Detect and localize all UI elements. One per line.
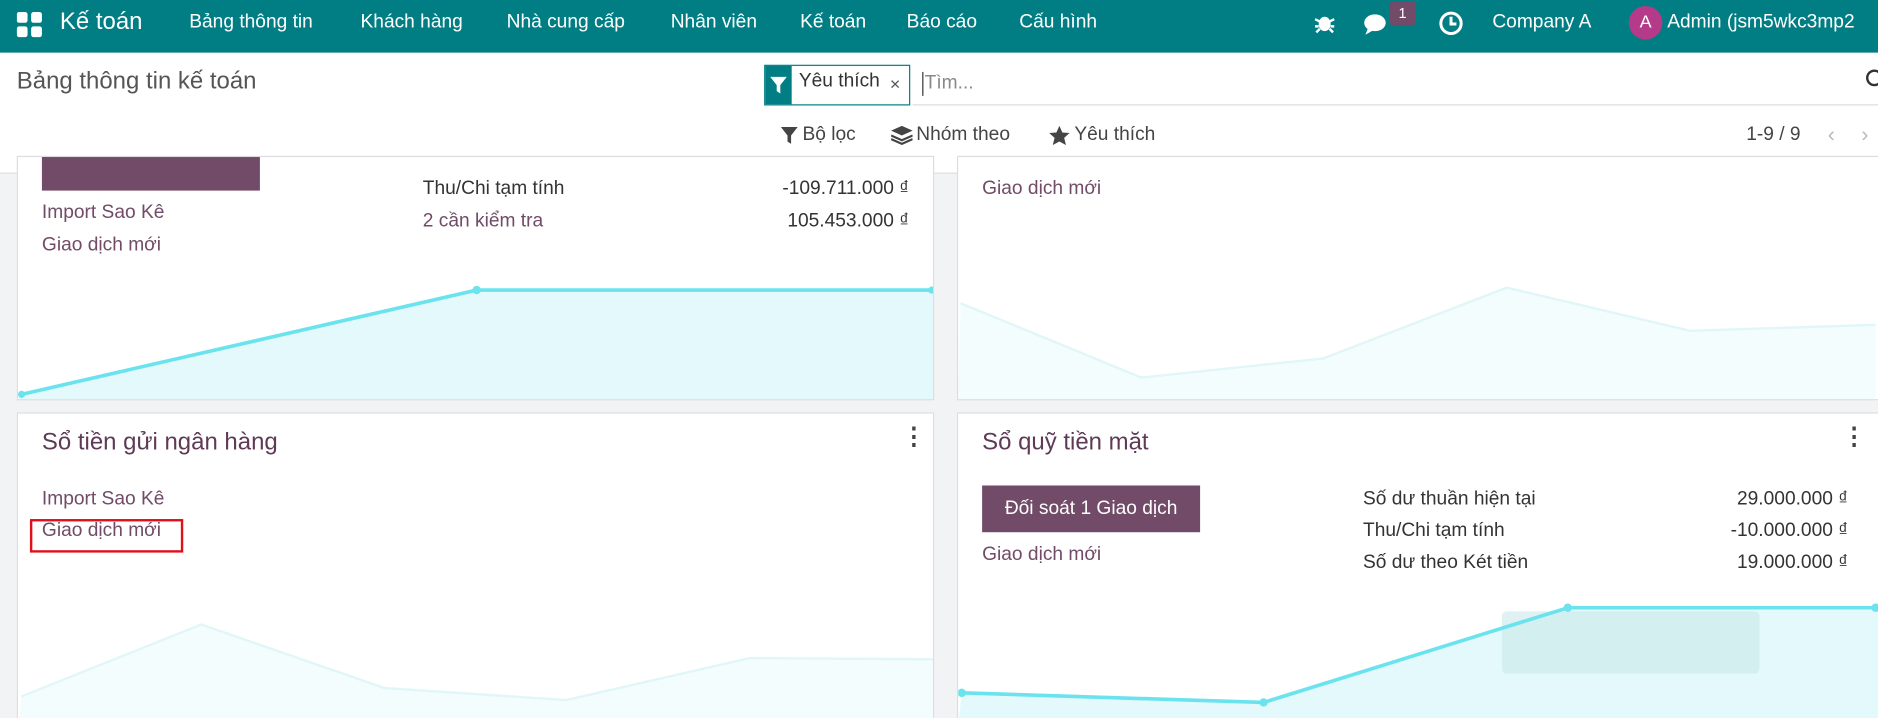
apps-icon[interactable] <box>16 11 43 38</box>
menu[interactable]: Khách hàng <box>360 11 463 33</box>
stat-value: -10.000.000 ₫ <box>1730 520 1849 541</box>
stat-value: 19.000.000 ₫ <box>1736 552 1849 573</box>
journal-card: Sổ quỹ tiền mặt ⋮ Đối soát 1 Giao dịch G… <box>956 412 1878 718</box>
stat-label: Số dư thuần hiện tại <box>1362 489 1536 510</box>
sparkline <box>958 603 1878 718</box>
control-panel: Bảng thông tin kế toán Yêu thích × Tìm..… <box>0 52 1878 174</box>
highlight-box <box>29 519 184 553</box>
card-title[interactable]: Sổ tiền gửi ngân hàng <box>41 429 278 456</box>
stat-value: 29.000.000 ₫ <box>1736 489 1849 510</box>
menu[interactable]: Bảng thông tin <box>189 11 313 33</box>
facet[interactable]: Yêu thích × <box>764 64 911 106</box>
card-link[interactable]: Giao dịch mới <box>41 234 161 256</box>
chat-icon[interactable] <box>1363 12 1392 36</box>
menu[interactable]: Báo cáo <box>906 11 977 33</box>
stat-label: Số dư theo Két tiền <box>1362 552 1529 573</box>
reconcile-button[interactable]: Đối soát 1 Giao dịch <box>982 485 1201 533</box>
kebab-menu[interactable]: ⋮ <box>1842 424 1867 451</box>
pager: 1-9 / 9 <box>1746 124 1801 146</box>
user[interactable]: Admin (jsm5wkc3mp2 <box>1667 11 1855 33</box>
card-link[interactable]: Import Sao Kê <box>41 202 165 223</box>
facet-label: Yêu thích <box>798 70 880 92</box>
stat-label[interactable]: 2 cần kiểm tra <box>422 210 544 232</box>
kebab-menu[interactable]: ⋮ <box>901 424 926 451</box>
stat-value: 105.453.000 ₫ <box>787 210 910 232</box>
groupby-button[interactable]: Nhóm theo <box>916 124 1010 146</box>
stat-value: -109.711.000 ₫ <box>782 178 910 199</box>
company[interactable]: Company A <box>1492 11 1592 33</box>
card-link[interactable]: Giao dịch mới <box>982 178 1102 199</box>
card-link[interactable]: Import Sao Kê <box>41 489 165 510</box>
journal-card: Import Sao Kê Giao dịch mới Thu/Chi tạm … <box>16 155 935 401</box>
filter-button[interactable]: Bộ lọc <box>802 124 856 146</box>
activity-icon[interactable] <box>1438 11 1463 36</box>
card-link[interactable]: Giao dịch mới <box>982 544 1102 565</box>
stat-label: Thu/Chi tạm tính <box>422 178 565 199</box>
menu[interactable]: Nhà cung cấp <box>506 11 625 33</box>
navbar: Kế toán Bảng thông tin Khách hàng Nhà cu… <box>0 0 1878 53</box>
menu[interactable]: Kế toán <box>800 11 867 33</box>
card-title[interactable]: Sổ quỹ tiền mặt <box>982 429 1149 456</box>
menu[interactable]: Nhân viên <box>670 11 758 33</box>
sparkline <box>958 286 1876 400</box>
card-link[interactable]: Giao dịch mới <box>41 520 161 541</box>
pager-prev[interactable]: ‹ <box>1827 122 1835 147</box>
search-placeholder[interactable]: Tìm... <box>924 73 974 94</box>
journal-card: Giao dịch mới <box>956 155 1878 401</box>
favorite-button[interactable]: Yêu thích <box>1074 124 1156 146</box>
chat-badge: 1 <box>1389 1 1416 26</box>
search-icon[interactable] <box>1865 69 1878 92</box>
pager-next[interactable]: › <box>1861 122 1869 147</box>
stat-label: Thu/Chi tạm tính <box>1362 520 1505 541</box>
avatar[interactable]: A <box>1628 5 1663 40</box>
menu[interactable]: Cấu hình <box>1019 11 1098 33</box>
app-name[interactable]: Kế toán <box>59 8 143 35</box>
sparkline <box>17 285 934 400</box>
journal-card: Sổ tiền gửi ngân hàng ⋮ Import Sao Kê Gi… <box>16 412 935 718</box>
debug-icon[interactable] <box>1314 12 1336 34</box>
breadcrumb: Bảng thông tin kế toán <box>16 68 257 95</box>
sparkline <box>18 623 934 718</box>
